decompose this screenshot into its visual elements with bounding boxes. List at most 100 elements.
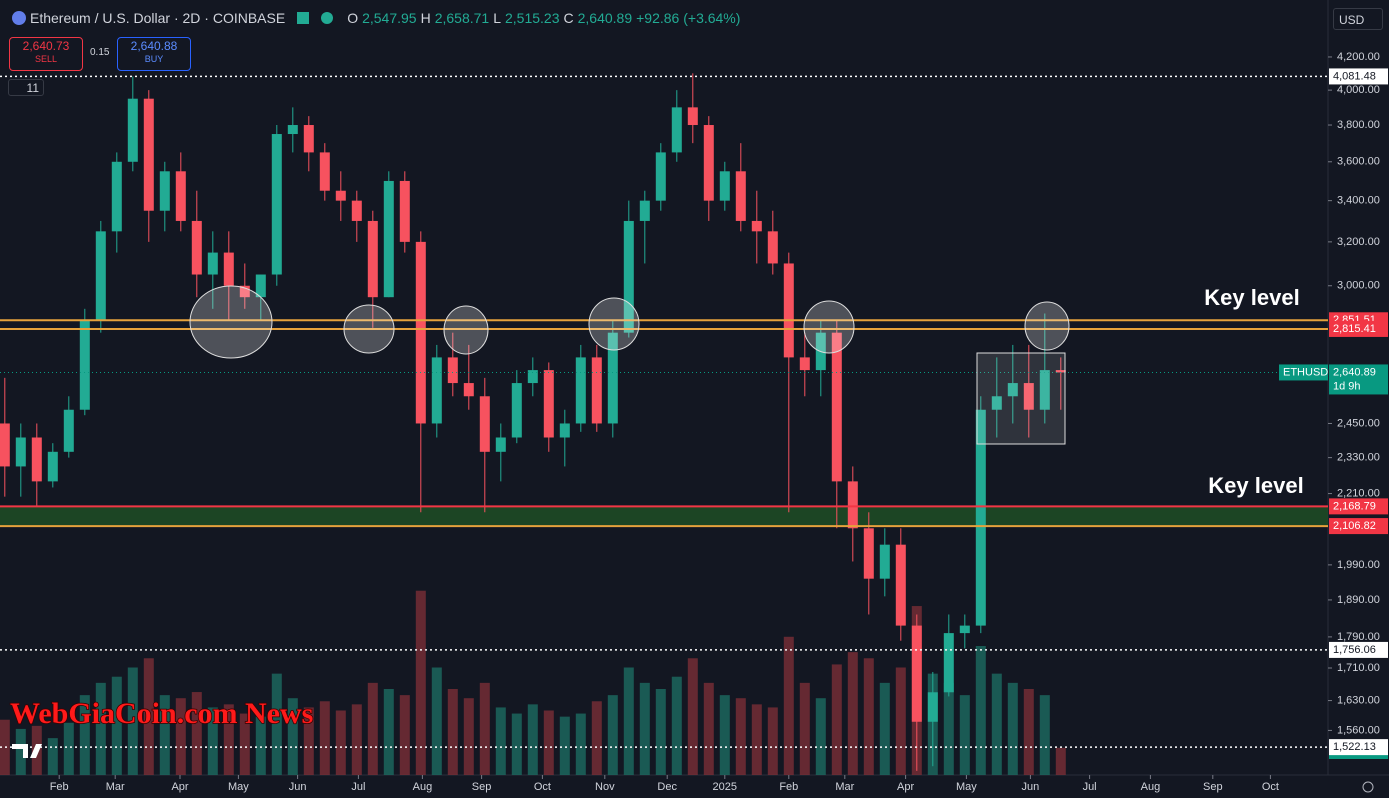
- level-tag: [1329, 518, 1388, 535]
- change: +92.86 (+3.64%): [636, 10, 741, 26]
- candle-body: [815, 332, 826, 371]
- candle-body: [559, 423, 570, 438]
- volume-bar: [79, 695, 90, 775]
- x-tick-label: Jun: [1022, 781, 1040, 793]
- ohlc-value: 2,640.89: [577, 10, 633, 26]
- level-tag: [1329, 641, 1388, 658]
- candle-body: [335, 190, 346, 201]
- candle-body: [719, 171, 730, 201]
- candle-body: [415, 241, 426, 424]
- volume-bar: [0, 719, 10, 775]
- volume-bar: [15, 728, 26, 775]
- candle-body: [959, 625, 970, 634]
- volume-bar: [591, 701, 602, 775]
- sell-label: SELL: [34, 54, 58, 64]
- volume-bar: [671, 676, 682, 775]
- volume-bar: [607, 695, 618, 775]
- volume-bar: [511, 713, 522, 775]
- level-label: 1,756.06: [1333, 644, 1376, 656]
- candle-body: [671, 107, 682, 153]
- volume-bar: [847, 652, 858, 775]
- volume-bar: [159, 695, 170, 775]
- spread: 0.15: [90, 47, 110, 58]
- y-tick-label: 3,200.00: [1337, 236, 1380, 248]
- candle-body: [767, 231, 778, 264]
- volume-bar: [639, 682, 650, 775]
- price-tag: [1329, 364, 1388, 395]
- volume-bar: [95, 682, 106, 775]
- candle-body: [527, 370, 538, 384]
- volume-bar: [783, 636, 794, 775]
- level-tag: [1329, 68, 1388, 85]
- sell-price: 2,640.73: [22, 39, 70, 53]
- y-tick-label: 1,790.00: [1337, 631, 1380, 643]
- volume-bar: [223, 704, 234, 775]
- volume-bar: [271, 673, 282, 775]
- zone: [0, 506, 1328, 527]
- candle-body: [703, 125, 714, 201]
- candle-body: [191, 220, 202, 275]
- candle-body: [1039, 370, 1050, 410]
- x-tick-label: 2025: [713, 781, 737, 793]
- x-tick-label: Aug: [1141, 781, 1161, 793]
- candle-body: [543, 370, 554, 438]
- volume-bar: [895, 667, 906, 775]
- level-label: 4,081.48: [1333, 70, 1376, 82]
- candle-body: [991, 396, 1002, 410]
- candle-body: [463, 383, 474, 397]
- volume-bar: [1007, 682, 1018, 775]
- buy-button[interactable]: 2,640.88 BUY: [117, 37, 191, 71]
- volume-bar: [735, 698, 746, 775]
- candle-body: [143, 98, 154, 211]
- x-tick-label: Apr: [897, 781, 914, 793]
- x-tick-label: Apr: [171, 781, 188, 793]
- volume-bar: [1023, 689, 1034, 775]
- volume-bar: [655, 689, 666, 775]
- volume-bar: [319, 701, 330, 775]
- candle-body: [927, 692, 938, 722]
- volume-bar: [959, 695, 970, 775]
- volume-bar: [559, 716, 570, 775]
- candle-body: [159, 171, 170, 211]
- volume-bar: [143, 658, 154, 775]
- volume-bar: [287, 698, 298, 775]
- volume-bar: [527, 704, 538, 775]
- candle-body: [351, 200, 362, 221]
- volume-bar: [1039, 695, 1050, 775]
- volume-bar: [351, 704, 362, 775]
- symbol-tag: [1279, 364, 1328, 381]
- level-label: 2,106.82: [1333, 520, 1376, 532]
- candle-body: [895, 544, 906, 626]
- x-tick-label: Nov: [595, 781, 615, 793]
- buy-price: 2,640.88: [130, 39, 178, 53]
- y-tick-label: 2,450.00: [1337, 417, 1380, 429]
- volume-bar: [367, 682, 378, 775]
- indicators-toggle[interactable]: 11: [8, 79, 44, 96]
- candle-body: [31, 437, 42, 482]
- y-tick-label: 1,630.00: [1337, 694, 1380, 706]
- ohlc-label: L: [493, 10, 501, 26]
- ohlc-value: 2,658.71: [434, 10, 490, 26]
- volume-bar: [335, 710, 346, 775]
- volume-bar: [127, 667, 138, 775]
- sell-button[interactable]: 2,640.73 SELL: [9, 37, 83, 71]
- candle-body: [799, 357, 810, 371]
- candle-body: [943, 633, 954, 693]
- candle-body: [15, 437, 26, 467]
- candle-body: [831, 332, 842, 482]
- candle-body: [0, 423, 10, 467]
- volume-bar: [431, 667, 442, 775]
- volume-bar: [303, 707, 314, 775]
- level-tag: [1329, 739, 1388, 756]
- y-tick-label: 4,200.00: [1337, 51, 1380, 63]
- candle-body: [975, 409, 986, 626]
- volume-bar: [751, 704, 762, 775]
- candle-body: [655, 152, 666, 201]
- candle-body: [575, 357, 586, 424]
- candle-body: [911, 625, 922, 722]
- currency-select[interactable]: USD: [1333, 8, 1383, 30]
- symbol: Ethereum / U.S. Dollar · 2D · COINBASE: [30, 10, 286, 26]
- y-tick-label: 3,000.00: [1337, 280, 1380, 292]
- volume-bar: [463, 698, 474, 775]
